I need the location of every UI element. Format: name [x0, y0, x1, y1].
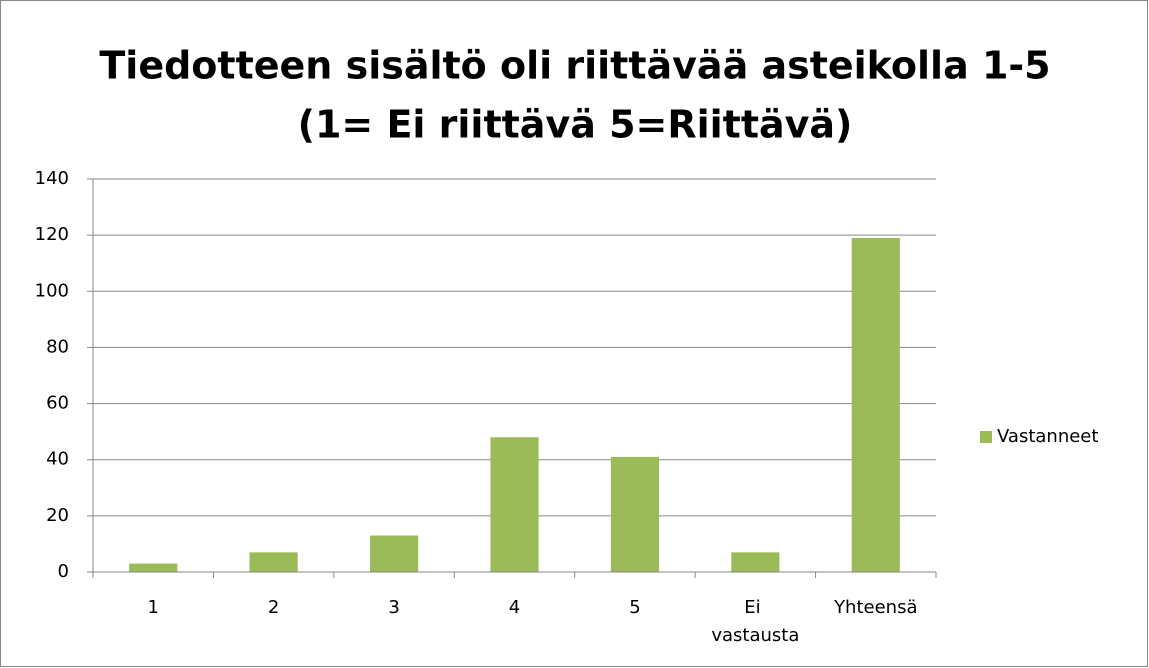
bar: [731, 552, 780, 572]
y-tick-label: 140: [35, 168, 69, 189]
x-tick-label: 1: [147, 597, 158, 618]
y-tick-label: 80: [46, 336, 69, 357]
y-tick-label: 20: [46, 505, 69, 526]
chart-title: Tiedotteen sisältö oli riittävää asteiko…: [99, 44, 1050, 88]
bar: [851, 237, 900, 572]
bar: [129, 563, 178, 572]
y-tick-label: 0: [58, 561, 69, 582]
bar: [369, 535, 419, 572]
legend-label: Vastanneet: [997, 426, 1098, 447]
x-tick-label: 2: [268, 597, 279, 618]
x-tick-label: Yhteensä: [833, 597, 917, 618]
chart-title: (1= Ei riittävä 5=Riittävä): [298, 103, 853, 147]
bar: [249, 552, 298, 572]
y-tick-label: 40: [46, 449, 69, 470]
y-tick-label: 120: [35, 224, 69, 245]
x-tick-label: Ei vastausta: [711, 597, 799, 646]
y-tick-label: 60: [46, 393, 69, 414]
bar: [610, 456, 660, 572]
bar: [490, 437, 539, 572]
x-tick-label: 4: [509, 597, 520, 618]
legend-swatch: [980, 431, 992, 443]
x-tick-label: 5: [629, 597, 640, 618]
x-tick-label: 3: [388, 597, 399, 618]
y-tick-label: 100: [35, 280, 69, 301]
